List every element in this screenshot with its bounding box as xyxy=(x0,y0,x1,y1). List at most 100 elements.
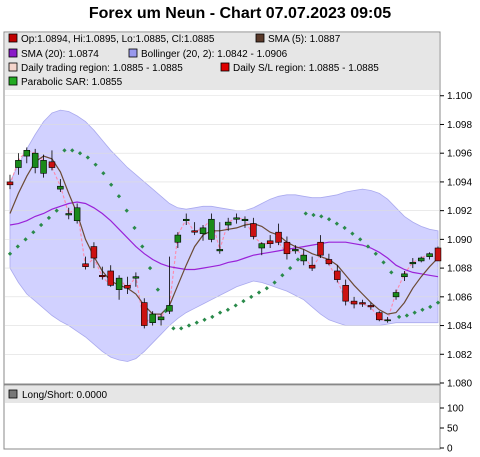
sar-dot xyxy=(7,251,13,256)
sar-dot xyxy=(124,208,129,213)
candle-body xyxy=(384,319,391,322)
candle-body xyxy=(48,161,56,168)
candle xyxy=(48,150,56,171)
sar-dot xyxy=(295,257,301,262)
sar-dot xyxy=(280,273,285,278)
candle-body xyxy=(40,160,47,174)
sar-dot xyxy=(194,320,199,325)
candle-body xyxy=(57,185,64,190)
bollinger-band xyxy=(9,109,439,362)
legend-swatch xyxy=(255,33,265,43)
candle xyxy=(6,174,14,190)
candle xyxy=(40,154,47,178)
sub-y-tick-label: 50 xyxy=(447,424,459,435)
sar-dot xyxy=(116,194,122,199)
sar-dot xyxy=(147,265,153,271)
y-tick-label: 1.080 xyxy=(447,379,472,390)
candle-body xyxy=(149,313,156,323)
sar-dot xyxy=(334,221,339,226)
sar-dot xyxy=(132,225,137,231)
candle-body xyxy=(99,274,106,278)
candle-body xyxy=(199,227,207,234)
sub-legend-text: Long/Short: 0.0000 xyxy=(22,390,108,401)
candle-body xyxy=(308,264,316,269)
sar-dot xyxy=(179,326,184,331)
candle-body xyxy=(241,218,249,222)
candle-body xyxy=(166,305,173,312)
y-axis-sub: 100 50 0 xyxy=(440,404,464,455)
candle xyxy=(266,235,274,248)
candle-body xyxy=(401,273,408,278)
sar-dot xyxy=(23,237,28,242)
sar-dot xyxy=(70,148,75,153)
candle xyxy=(107,265,114,287)
bollinger-area xyxy=(9,109,439,362)
candle xyxy=(157,314,165,326)
candle-body xyxy=(426,253,433,257)
sar-dot xyxy=(381,260,386,265)
candle-body xyxy=(376,312,383,321)
candle xyxy=(325,253,333,266)
candle-body xyxy=(317,241,324,256)
candle-body xyxy=(6,181,14,186)
candle-body xyxy=(124,285,131,289)
candle xyxy=(73,203,81,224)
candle-body xyxy=(115,277,123,290)
y-tick-label: 1.088 xyxy=(447,264,472,275)
candle-body xyxy=(31,152,39,168)
candle xyxy=(283,236,291,260)
candle xyxy=(174,232,182,248)
sar-dot xyxy=(404,313,409,318)
candle xyxy=(82,256,89,270)
candle-body xyxy=(325,259,333,265)
sar-dot xyxy=(62,148,67,153)
candle-body xyxy=(141,302,148,326)
sub-legend-swatch xyxy=(8,389,18,399)
candle-body xyxy=(15,160,22,168)
legend-label: Parabolic SAR: 1.0855 xyxy=(21,77,123,88)
candle-body xyxy=(191,230,198,233)
candle xyxy=(350,296,358,309)
candle xyxy=(359,299,366,307)
candle-body xyxy=(216,249,224,252)
candle xyxy=(434,246,442,262)
sma5-line xyxy=(9,155,439,315)
candles xyxy=(6,147,442,329)
sar-dot xyxy=(396,314,402,320)
candle-body xyxy=(90,246,98,259)
sar-dot xyxy=(326,217,332,222)
candle-body xyxy=(409,262,417,265)
sar-dot xyxy=(77,151,83,156)
sar-dot xyxy=(15,244,20,249)
sar-dot xyxy=(109,182,114,187)
sar-dot xyxy=(428,304,433,309)
sar-dot xyxy=(319,214,324,219)
sub-y-tick-label: 0 xyxy=(447,444,453,455)
candle xyxy=(308,256,316,271)
legend-label: SMA (20): 1.0874 xyxy=(21,49,99,60)
candle-body xyxy=(367,305,375,308)
legend-swatch xyxy=(8,62,18,72)
sar-dot xyxy=(389,270,394,275)
candle xyxy=(216,222,224,254)
candle-body xyxy=(224,221,232,226)
sar-dot xyxy=(225,307,231,312)
y-tick-label: 1.094 xyxy=(447,177,472,188)
sar-dot xyxy=(54,208,59,213)
sar-dot xyxy=(210,314,215,320)
y-tick-label: 1.082 xyxy=(447,350,472,361)
candle-body xyxy=(23,150,31,157)
candle-body xyxy=(392,292,400,298)
legend-swatch xyxy=(220,62,230,72)
candle-body xyxy=(434,247,442,262)
sar-dot xyxy=(358,237,363,242)
candle-body xyxy=(250,223,257,237)
legend-swatch xyxy=(8,48,18,58)
sar-dot xyxy=(202,317,207,322)
y-tick-label: 1.092 xyxy=(447,206,472,217)
legend-swatch xyxy=(8,33,18,43)
candle xyxy=(367,302,375,310)
sar-dot xyxy=(241,299,246,304)
legend-label: Bollinger (20, 2): 1.0842 - 1.0906 xyxy=(141,49,288,60)
candle xyxy=(409,258,417,269)
